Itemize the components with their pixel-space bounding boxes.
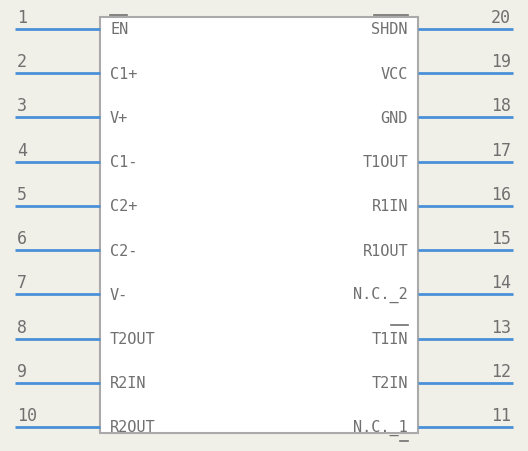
Text: 19: 19 <box>491 53 511 71</box>
Text: 1: 1 <box>17 9 27 27</box>
Text: R1OUT: R1OUT <box>362 243 408 258</box>
Text: EN: EN <box>110 23 128 37</box>
Text: 13: 13 <box>491 318 511 336</box>
Text: 16: 16 <box>491 185 511 203</box>
Text: T1IN: T1IN <box>372 331 408 346</box>
Text: 5: 5 <box>17 185 27 203</box>
Text: C1-: C1- <box>110 155 137 170</box>
Text: SHDN: SHDN <box>372 23 408 37</box>
Text: 14: 14 <box>491 274 511 292</box>
Text: R2IN: R2IN <box>110 375 146 391</box>
Text: 7: 7 <box>17 274 27 292</box>
Text: VCC: VCC <box>381 67 408 82</box>
Text: GND: GND <box>381 110 408 126</box>
Bar <box>100 18 418 433</box>
Text: 15: 15 <box>491 230 511 248</box>
Text: 9: 9 <box>17 362 27 380</box>
Text: 3: 3 <box>17 97 27 115</box>
Text: N.C._1: N.C._1 <box>353 419 408 435</box>
Text: 4: 4 <box>17 141 27 159</box>
Text: 10: 10 <box>17 406 37 424</box>
Text: 8: 8 <box>17 318 27 336</box>
Text: 12: 12 <box>491 362 511 380</box>
Text: 17: 17 <box>491 141 511 159</box>
Text: C1+: C1+ <box>110 67 137 82</box>
Text: R2OUT: R2OUT <box>110 419 156 434</box>
Text: 18: 18 <box>491 97 511 115</box>
Text: R1IN: R1IN <box>372 199 408 214</box>
Text: C2-: C2- <box>110 243 137 258</box>
Text: T1OUT: T1OUT <box>362 155 408 170</box>
Text: V+: V+ <box>110 110 128 126</box>
Text: V-: V- <box>110 287 128 302</box>
Text: 20: 20 <box>491 9 511 27</box>
Text: T2OUT: T2OUT <box>110 331 156 346</box>
Text: C2+: C2+ <box>110 199 137 214</box>
Text: 11: 11 <box>491 406 511 424</box>
Text: N.C._2: N.C._2 <box>353 286 408 303</box>
Text: T2IN: T2IN <box>372 375 408 391</box>
Text: 2: 2 <box>17 53 27 71</box>
Text: 6: 6 <box>17 230 27 248</box>
